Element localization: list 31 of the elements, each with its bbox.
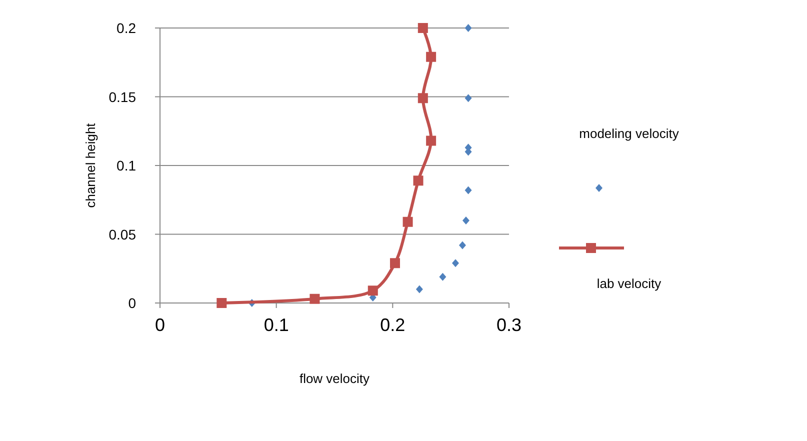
point xyxy=(464,94,472,102)
y-tick-label: 0.05 xyxy=(108,226,136,242)
y-tick-label: 0.15 xyxy=(108,88,136,105)
y-tick-label: 0.2 xyxy=(116,20,136,36)
point xyxy=(416,285,423,294)
x-axis-title: flow velocity xyxy=(299,371,370,386)
point xyxy=(310,294,320,304)
point xyxy=(368,286,378,296)
x-tick-label: 0.3 xyxy=(496,315,522,335)
point xyxy=(426,52,436,62)
text: modeling velocity xyxy=(579,126,680,141)
point xyxy=(418,93,428,104)
point xyxy=(216,298,227,308)
point xyxy=(426,136,436,146)
y-axis-title: channel height xyxy=(83,122,98,208)
point xyxy=(413,176,424,186)
x-tick-label: 0 xyxy=(154,315,166,335)
point xyxy=(439,272,446,281)
y-tick-label: 0.1 xyxy=(116,158,136,174)
point xyxy=(452,259,459,268)
text: lab velocity xyxy=(596,276,662,291)
point xyxy=(462,216,470,224)
point xyxy=(464,24,472,32)
point xyxy=(390,258,400,268)
y-tick-label: 0 xyxy=(128,295,136,311)
point xyxy=(458,241,466,250)
point xyxy=(402,216,413,227)
x-tick-label: 0.1 xyxy=(264,315,289,335)
point xyxy=(418,23,428,33)
x-tick-label: 0.2 xyxy=(380,315,406,335)
point xyxy=(464,186,472,194)
